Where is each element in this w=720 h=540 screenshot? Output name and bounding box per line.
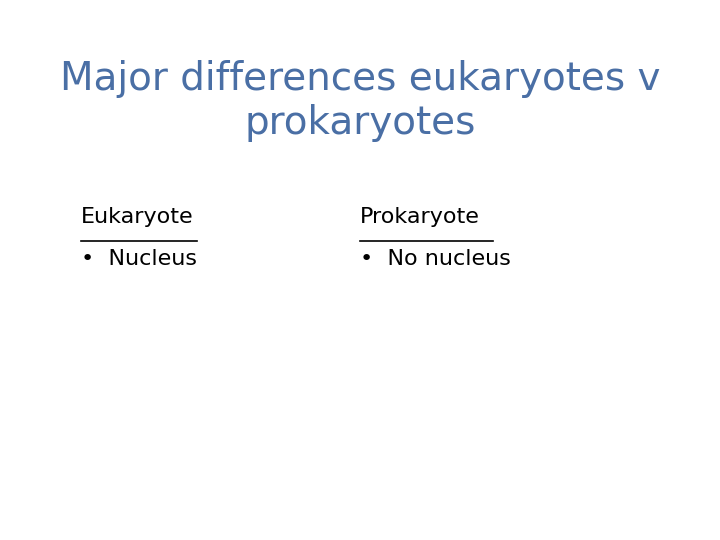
Text: Major differences eukaryotes v
prokaryotes: Major differences eukaryotes v prokaryot… <box>60 59 660 141</box>
Text: •  No nucleus: • No nucleus <box>360 249 511 269</box>
Text: Prokaryote: Prokaryote <box>360 207 480 227</box>
Text: Eukaryote: Eukaryote <box>81 207 194 227</box>
Text: •  Nucleus: • Nucleus <box>81 249 197 269</box>
